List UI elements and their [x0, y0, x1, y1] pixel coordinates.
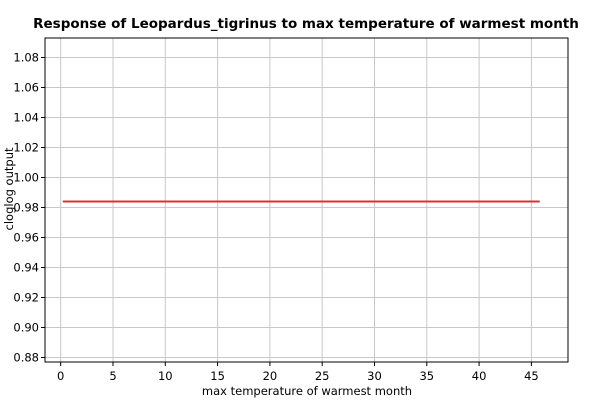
x-tick-label: 15 — [210, 369, 225, 383]
x-tick-label: 45 — [524, 369, 539, 383]
y-tick-label: 0.96 — [13, 231, 39, 245]
axes — [44, 37, 569, 363]
y-tick-label: 0.98 — [13, 201, 39, 215]
x-tick-label: 30 — [367, 369, 382, 383]
x-tick-label: 35 — [419, 369, 434, 383]
x-axis-label: max temperature of warmest month — [202, 384, 412, 398]
grid — [45, 38, 568, 362]
x-tick-label: 0 — [57, 369, 64, 383]
y-tick-label: 1.02 — [13, 141, 39, 155]
y-axis-ticks: 0.88 0.90 0.92 0.94 0.96 0.98 1.00 1.02 1.04 1.06… — [13, 51, 45, 365]
y-tick-label: 0.90 — [13, 321, 39, 335]
y-tick-label: 1.04 — [13, 111, 39, 125]
x-tick-label: 40 — [472, 369, 487, 383]
x-tick-label: 20 — [263, 369, 278, 383]
x-tick-label: 5 — [109, 369, 116, 383]
y-axis-label: cloglog output — [2, 147, 16, 230]
y-tick-label: 1.06 — [13, 81, 39, 95]
x-tick-label: 10 — [158, 369, 173, 383]
y-tick-label: 1.08 — [13, 51, 39, 65]
plot-frame — [44, 37, 569, 363]
y-tick-label: 0.88 — [13, 351, 39, 365]
y-tick-label: 0.92 — [13, 291, 39, 305]
x-tick-label: 25 — [315, 369, 330, 383]
chart-title: Response of Leopardus_tigrinus to max te… — [33, 16, 579, 32]
x-axis-ticks: 0 5 10 15 20 25 30 35 40 45 — [57, 362, 539, 383]
y-tick-label: 1.00 — [13, 171, 39, 185]
y-tick-label: 0.94 — [13, 261, 39, 275]
